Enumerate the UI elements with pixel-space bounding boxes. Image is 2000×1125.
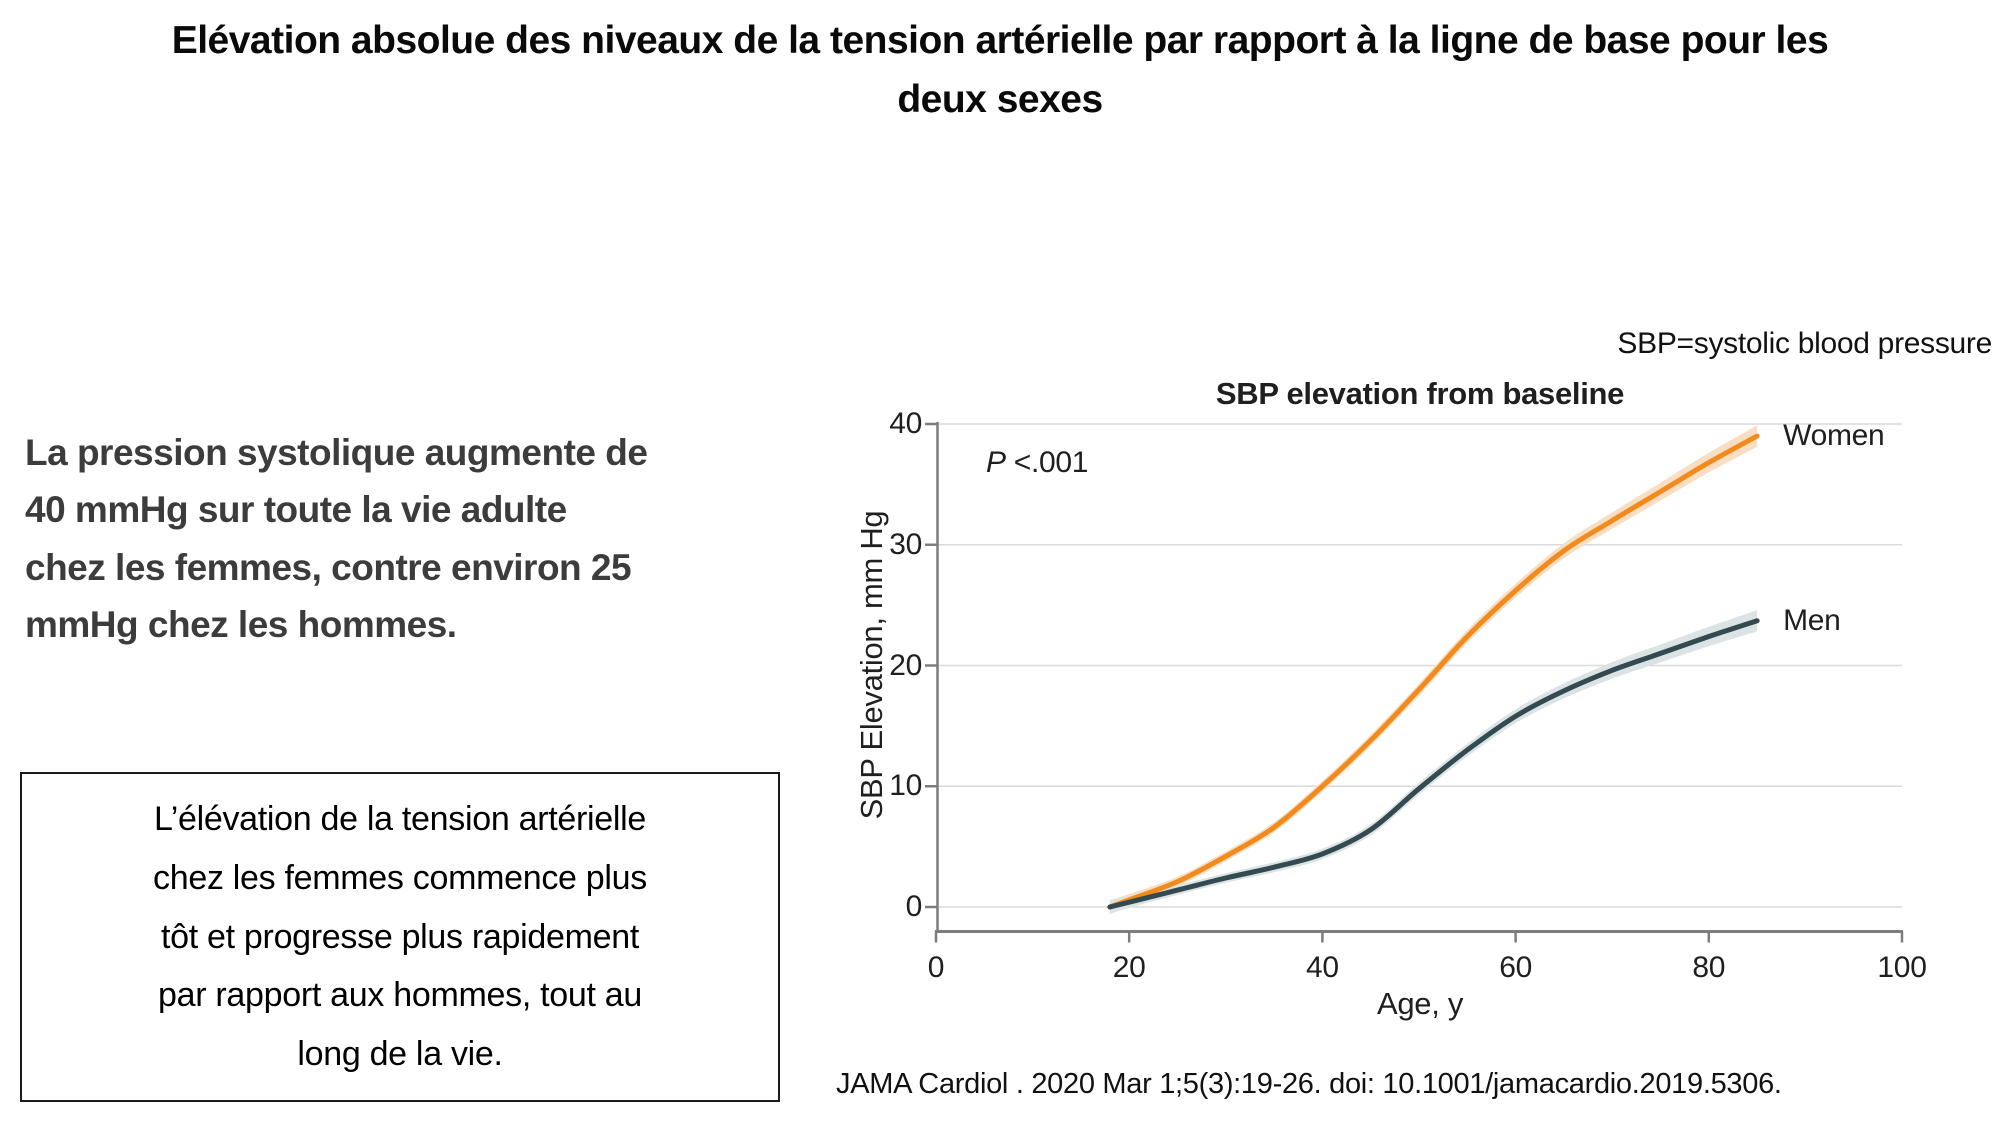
series-label-men: Men bbox=[1783, 603, 1841, 637]
chart-title: SBP elevation from baseline bbox=[1215, 376, 1625, 411]
series-label-women: Women bbox=[1783, 419, 1885, 453]
p-symbol: P bbox=[986, 446, 1006, 479]
y-tick-label: 40 bbox=[889, 407, 922, 440]
p-value: <.001 bbox=[1013, 446, 1089, 479]
p-value-annotation: P <.001 bbox=[986, 446, 1088, 480]
slide-title: Elévation absolue des niveaux de la tens… bbox=[171, 19, 1829, 121]
x-tick-label: 20 bbox=[1112, 951, 1146, 984]
x-axis-label: Age, y bbox=[1376, 986, 1464, 1021]
men-line bbox=[1107, 618, 1760, 910]
insight-text: L’élévation de la tension artérielle che… bbox=[153, 800, 647, 1074]
x-tick-label: 40 bbox=[1306, 951, 1339, 984]
y-tick-label: 10 bbox=[889, 769, 922, 803]
x-tick-label: 0 bbox=[927, 951, 945, 984]
insight-box: L’élévation de la tension artérielle che… bbox=[20, 772, 780, 1103]
highlight-text: La pression systolique augmente de 40 mm… bbox=[25, 432, 648, 646]
x-tick-label: 80 bbox=[1692, 951, 1726, 984]
citation: JAMA Cardiol . 2020 Mar 1;5(3):19-26. do… bbox=[836, 1068, 1782, 1100]
x-tick-label: 100 bbox=[1877, 951, 1927, 984]
abbreviation-note: SBP=systolic blood pressure bbox=[1617, 327, 1992, 360]
y-tick-label: 30 bbox=[889, 527, 922, 561]
y-tick-label: 0 bbox=[905, 890, 923, 923]
y-tick-label: 20 bbox=[889, 648, 922, 682]
x-tick-label: 60 bbox=[1499, 951, 1532, 984]
women-line bbox=[1107, 433, 1760, 910]
women-confidence-band bbox=[1109, 425, 1758, 914]
